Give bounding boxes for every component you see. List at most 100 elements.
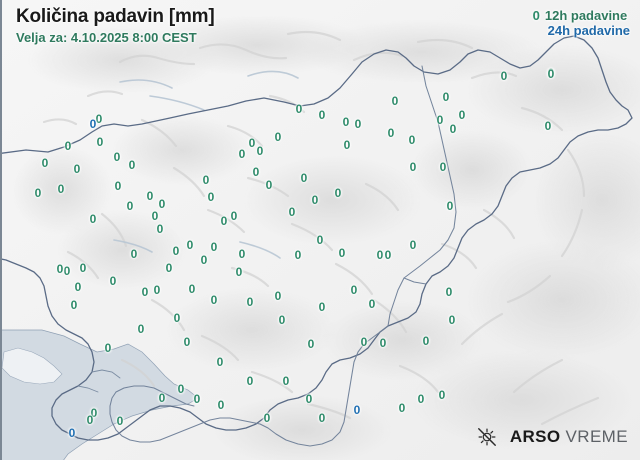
station-value-12h[interactable]: 0 bbox=[282, 374, 290, 388]
station-value-12h[interactable]: 0 bbox=[294, 248, 302, 262]
station-value-12h[interactable]: 0 bbox=[252, 165, 260, 179]
station-value-12h[interactable]: 0 bbox=[79, 261, 87, 275]
station-value-12h[interactable]: 0 bbox=[188, 282, 196, 296]
station-value-12h[interactable]: 0 bbox=[210, 293, 218, 307]
station-value-12h[interactable]: 0 bbox=[63, 264, 71, 278]
station-value-12h[interactable]: 0 bbox=[446, 199, 454, 213]
station-value-12h[interactable]: 0 bbox=[217, 398, 225, 412]
station-value-12h[interactable]: 0 bbox=[354, 117, 362, 131]
station-value-12h[interactable]: 0 bbox=[151, 209, 159, 223]
station-value-12h[interactable]: 0 bbox=[200, 253, 208, 267]
station-value-12h[interactable]: 0 bbox=[89, 212, 97, 226]
station-value-12h[interactable]: 0 bbox=[398, 401, 406, 415]
station-value-12h[interactable]: 0 bbox=[235, 265, 243, 279]
station-value-12h[interactable]: 0 bbox=[449, 122, 457, 136]
station-value-12h[interactable]: 0 bbox=[193, 392, 201, 406]
station-value-12h[interactable]: 0 bbox=[238, 147, 246, 161]
station-value-12h[interactable]: 0 bbox=[318, 108, 326, 122]
station-value-12h[interactable]: 0 bbox=[368, 297, 376, 311]
station-value-12h[interactable]: 0 bbox=[265, 178, 273, 192]
station-value-12h[interactable]: 0 bbox=[74, 280, 82, 294]
station-value-12h[interactable]: 0 bbox=[41, 156, 49, 170]
station-value-12h[interactable]: 0 bbox=[318, 300, 326, 314]
station-value-12h[interactable]: 0 bbox=[448, 313, 456, 327]
station-value-12h[interactable]: 0 bbox=[90, 406, 98, 420]
station-value-12h[interactable]: 0 bbox=[263, 411, 271, 425]
station-value-12h[interactable]: 0 bbox=[158, 197, 166, 211]
station-value-12h[interactable]: 0 bbox=[422, 334, 430, 348]
station-value-12h[interactable]: 0 bbox=[73, 162, 81, 176]
station-value-12h[interactable]: 0 bbox=[57, 182, 65, 196]
station-value-12h[interactable]: 0 bbox=[141, 285, 149, 299]
arso-vreme-logo[interactable]: ARSO VREME bbox=[476, 426, 628, 448]
station-value-12h[interactable]: 0 bbox=[248, 136, 256, 150]
station-value-12h[interactable]: 0 bbox=[109, 274, 117, 288]
station-value-12h[interactable]: 0 bbox=[173, 311, 181, 325]
station-value-24h[interactable]: 0 bbox=[353, 403, 361, 417]
station-value-12h[interactable]: 0 bbox=[116, 414, 124, 428]
station-value-12h[interactable]: 0 bbox=[238, 247, 246, 261]
station-value-12h[interactable]: 0 bbox=[547, 67, 555, 81]
station-value-12h[interactable]: 0 bbox=[391, 94, 399, 108]
station-value-12h[interactable]: 0 bbox=[307, 337, 315, 351]
station-value-12h[interactable]: 0 bbox=[126, 199, 134, 213]
station-value-12h[interactable]: 0 bbox=[246, 295, 254, 309]
station-value-12h[interactable]: 0 bbox=[442, 90, 450, 104]
station-value-12h[interactable]: 0 bbox=[384, 248, 392, 262]
station-value-12h[interactable]: 0 bbox=[547, 66, 555, 80]
station-value-12h[interactable]: 0 bbox=[128, 158, 136, 172]
station-value-12h[interactable]: 0 bbox=[311, 193, 319, 207]
station-value-12h[interactable]: 0 bbox=[438, 388, 446, 402]
station-value-12h[interactable]: 0 bbox=[379, 336, 387, 350]
station-value-12h[interactable]: 0 bbox=[439, 160, 447, 174]
station-value-12h[interactable]: 0 bbox=[350, 283, 358, 297]
station-value-12h[interactable]: 0 bbox=[305, 392, 313, 406]
station-value-12h[interactable]: 0 bbox=[500, 69, 508, 83]
station-value-12h[interactable]: 0 bbox=[172, 244, 180, 258]
station-value-12h[interactable]: 0 bbox=[278, 313, 286, 327]
station-value-12h[interactable]: 0 bbox=[334, 186, 342, 200]
station-value-12h[interactable]: 0 bbox=[409, 160, 417, 174]
station-value-12h[interactable]: 0 bbox=[316, 233, 324, 247]
station-value-12h[interactable]: 0 bbox=[70, 298, 78, 312]
station-value-12h[interactable]: 0 bbox=[86, 413, 94, 427]
station-value-12h[interactable]: 0 bbox=[300, 171, 308, 185]
station-value-12h[interactable]: 0 bbox=[274, 130, 282, 144]
station-value-12h[interactable]: 0 bbox=[177, 382, 185, 396]
station-value-12h[interactable]: 0 bbox=[417, 392, 425, 406]
station-value-12h[interactable]: 0 bbox=[360, 335, 368, 349]
legend-item-12h[interactable]: 0 12h padavine bbox=[533, 8, 630, 23]
station-value-12h[interactable]: 0 bbox=[207, 190, 215, 204]
station-value-12h[interactable]: 0 bbox=[113, 150, 121, 164]
station-value-12h[interactable]: 0 bbox=[183, 335, 191, 349]
station-value-12h[interactable]: 0 bbox=[458, 108, 466, 122]
station-value-12h[interactable]: 0 bbox=[409, 238, 417, 252]
station-value-12h[interactable]: 0 bbox=[288, 205, 296, 219]
station-value-12h[interactable]: 0 bbox=[408, 133, 416, 147]
station-value-12h[interactable]: 0 bbox=[137, 322, 145, 336]
station-value-12h[interactable]: 0 bbox=[34, 186, 42, 200]
station-value-12h[interactable]: 0 bbox=[274, 289, 282, 303]
station-value-12h[interactable]: 0 bbox=[246, 374, 254, 388]
station-value-12h[interactable]: 0 bbox=[295, 102, 303, 116]
station-value-12h[interactable]: 0 bbox=[96, 135, 104, 149]
station-value-12h[interactable]: 0 bbox=[376, 248, 384, 262]
station-value-12h[interactable]: 0 bbox=[186, 238, 194, 252]
station-value-12h[interactable]: 0 bbox=[544, 119, 552, 133]
station-value-12h[interactable]: 0 bbox=[256, 144, 264, 158]
station-value-12h[interactable]: 0 bbox=[342, 115, 350, 129]
station-value-12h[interactable]: 0 bbox=[220, 214, 228, 228]
station-value-12h[interactable]: 0 bbox=[387, 126, 395, 140]
station-value-12h[interactable]: 0 bbox=[64, 139, 72, 153]
station-value-12h[interactable]: 0 bbox=[114, 179, 122, 193]
station-value-12h[interactable]: 0 bbox=[130, 247, 138, 261]
station-value-12h[interactable]: 0 bbox=[95, 112, 103, 126]
station-value-24h[interactable]: 0 bbox=[89, 117, 97, 131]
station-value-12h[interactable]: 0 bbox=[104, 341, 112, 355]
station-value-12h[interactable]: 0 bbox=[445, 285, 453, 299]
station-value-12h[interactable]: 0 bbox=[56, 262, 64, 276]
station-value-12h[interactable]: 0 bbox=[230, 209, 238, 223]
station-value-12h[interactable]: 0 bbox=[343, 138, 351, 152]
station-value-12h[interactable]: 0 bbox=[338, 246, 346, 260]
